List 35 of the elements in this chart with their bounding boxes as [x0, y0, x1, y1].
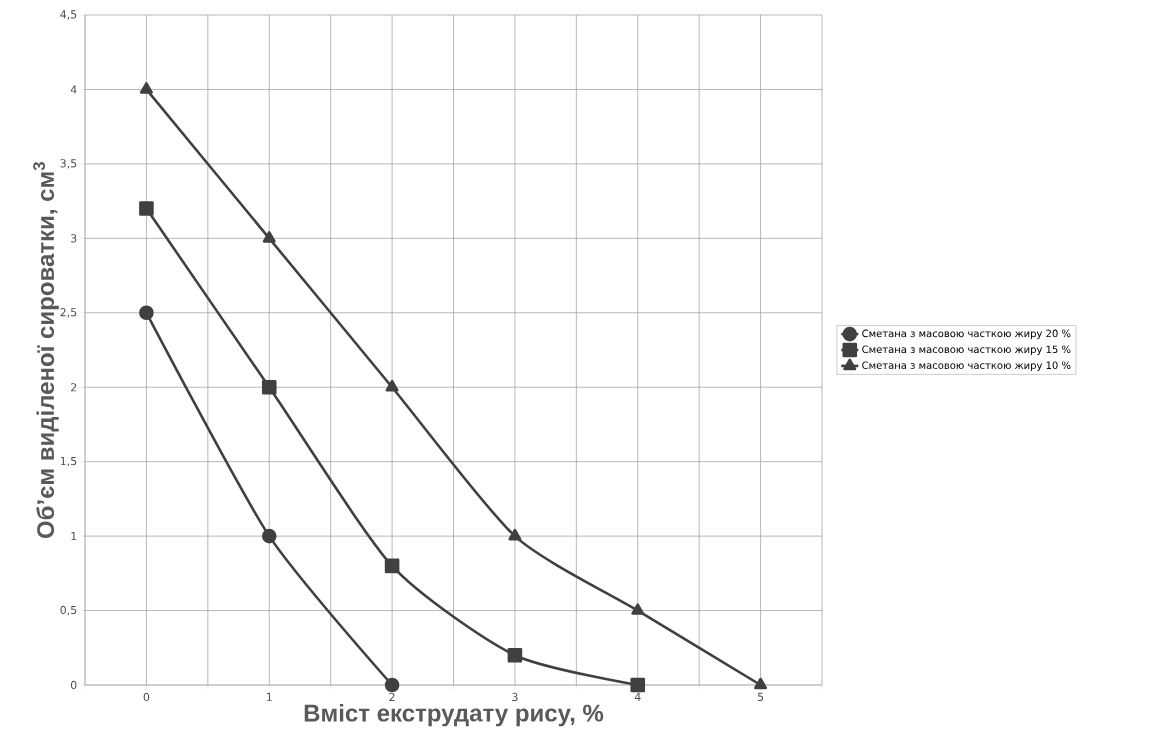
point: [630, 677, 646, 693]
legend-label: Сметана з масовою часткою жиру 10 %: [862, 361, 1071, 371]
y-axis-title: Об’єм виділеної сироватки, см$^{3}$: [33, 162, 59, 539]
point: [261, 379, 277, 395]
x-tick-label: 2: [389, 692, 395, 701]
point: [384, 558, 400, 574]
y-tick-label: 0,5: [60, 605, 77, 616]
x-tick-label: 5: [757, 692, 764, 701]
x-tick-label: 1: [266, 692, 272, 701]
y-tick-label: 3: [71, 234, 77, 243]
x-tick-label: 0: [143, 692, 150, 702]
point: [754, 677, 768, 690]
y-tick-label: 3,5: [60, 159, 77, 169]
y-tick-label: 2: [71, 383, 77, 392]
y-tick-label: 0: [70, 680, 77, 690]
y-tick-label: 4: [70, 85, 77, 94]
x-tick-label: 4: [634, 692, 641, 701]
y-tick-label: 2,5: [60, 308, 77, 318]
y-tick-label: 4,5: [60, 10, 77, 20]
point: [139, 201, 154, 216]
point: [507, 647, 523, 663]
point: [139, 82, 153, 94]
y-tick-label: 1,5: [60, 457, 77, 467]
point: [631, 603, 645, 615]
legend-label: Сметана з масовою часткою жиру 15 %: [862, 345, 1071, 356]
x-axis-title: Вміст екструдату рису, %: [304, 703, 604, 727]
point: [508, 528, 522, 541]
legend-label: Сметана з масовою часткою жиру 20 %: [862, 329, 1071, 340]
point: [139, 305, 154, 321]
y-tick-label: 1: [71, 532, 77, 541]
point: [385, 379, 399, 392]
point: [384, 677, 400, 693]
point: [262, 231, 276, 243]
point: [261, 528, 277, 544]
x-tick-label: 3: [512, 692, 518, 702]
